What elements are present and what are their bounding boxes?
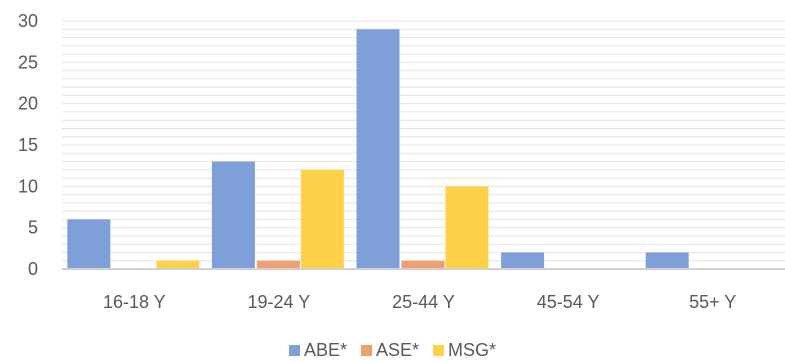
bar-ase-1 (256, 260, 300, 269)
y-tick-label: 30 (18, 11, 38, 31)
bar-chart: 0 5 10 15 20 25 30 16-18 Y 19-24 Y 25-44 Y 45-54 … (18, 11, 785, 312)
bar-ase-2 (401, 260, 445, 269)
bar-msg-0 (156, 260, 200, 269)
bar-abe-1 (211, 161, 255, 269)
legend-label: MSG* (448, 339, 497, 360)
bar-abe-3 (501, 252, 545, 269)
x-tick-label: 55+ Y (689, 292, 736, 312)
x-tick-label: 16-18 Y (103, 292, 166, 312)
bars (67, 29, 689, 270)
x-tick-label: 45-54 Y (537, 292, 600, 312)
bar-abe-0 (67, 219, 111, 269)
y-tick-label: 0 (28, 259, 38, 279)
y-tick-label: 15 (18, 135, 38, 155)
legend-swatch (433, 344, 445, 356)
legend-swatch (360, 344, 372, 356)
legend-item: MSG* (433, 340, 496, 361)
y-tick-label: 20 (18, 94, 38, 114)
bar-msg-1 (300, 169, 344, 269)
y-tick-label: 10 (18, 176, 38, 196)
y-tick-label: 5 (28, 218, 38, 238)
legend-item: ASE* (360, 339, 420, 361)
gridlines (62, 20, 785, 262)
legend: ABE* ASE* MSG* (0, 339, 785, 361)
legend-item: ABE* (288, 339, 347, 361)
bar-abe-2 (356, 29, 400, 270)
bar-abe-4 (645, 252, 689, 269)
x-tick-label: 19-24 Y (248, 292, 311, 312)
legend-label: ASE* (375, 339, 420, 360)
x-axis-ticks: 16-18 Y 19-24 Y 25-44 Y 45-54 Y 55+ Y (103, 292, 736, 312)
y-tick-label: 25 (18, 52, 38, 72)
bar-msg-2 (445, 186, 489, 269)
x-tick-label: 25-44 Y (392, 292, 455, 312)
legend-swatch (288, 344, 300, 356)
legend-label: ABE* (303, 339, 347, 360)
y-axis-ticks: 0 5 10 15 20 25 30 (18, 11, 38, 279)
